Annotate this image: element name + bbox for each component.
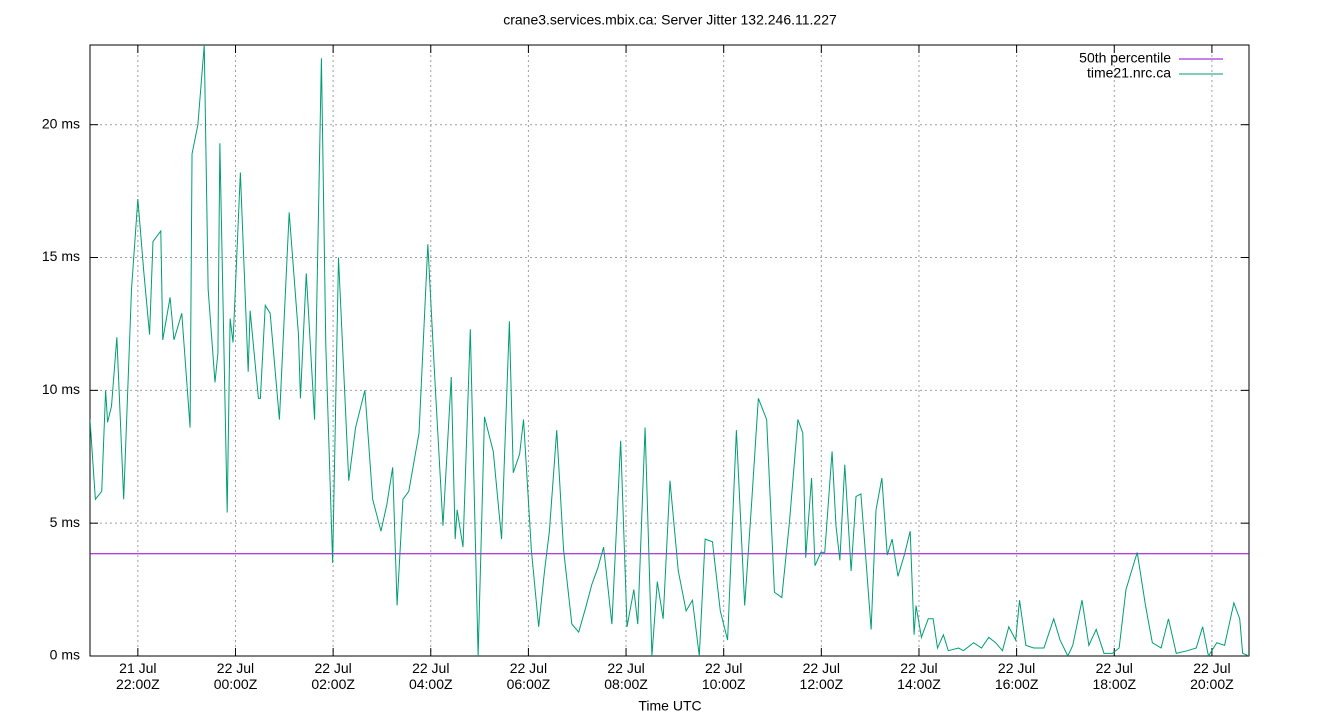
x-tick-label: 22 Jul 08:00Z (604, 660, 648, 692)
x-axis-label: Time UTC (638, 698, 701, 714)
x-tick-label: 22 Jul 12:00Z (800, 660, 844, 692)
x-tick-label: 22 Jul 14:00Z (897, 660, 941, 692)
series-line (90, 45, 1249, 656)
x-tick-label: 21 Jul 22:00Z (116, 660, 160, 692)
x-tick-label: 22 Jul 04:00Z (409, 660, 453, 692)
plot-frame (89, 44, 1250, 657)
x-tick-label: 22 Jul 20:00Z (1190, 660, 1234, 692)
x-tick-label: 22 Jul 10:00Z (702, 660, 746, 692)
legend-label: 50th percentile (1079, 50, 1171, 66)
x-tick-label: 22 Jul 18:00Z (1092, 660, 1136, 692)
legend-label: time21.nrc.ca (1087, 65, 1171, 81)
chart-title: crane3.services.mbix.ca: Server Jitter 1… (503, 12, 837, 28)
y-tick-label: 20 ms (42, 115, 80, 131)
y-tick-label: 0 ms (50, 647, 80, 663)
y-tick-label: 5 ms (50, 514, 80, 530)
y-tick-label: 15 ms (42, 248, 80, 264)
x-tick-label: 22 Jul 06:00Z (507, 660, 551, 692)
x-tick-label: 22 Jul 00:00Z (214, 660, 258, 692)
x-tick-label: 22 Jul 02:00Z (311, 660, 355, 692)
y-tick-label: 10 ms (42, 381, 80, 397)
x-tick-label: 22 Jul 16:00Z (995, 660, 1039, 692)
